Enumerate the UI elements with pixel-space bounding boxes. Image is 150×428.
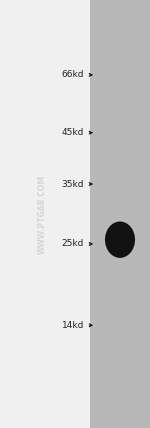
Bar bbox=[90, 0, 150, 428]
Text: 25kd: 25kd bbox=[62, 239, 84, 249]
Text: 45kd: 45kd bbox=[62, 128, 84, 137]
Text: 35kd: 35kd bbox=[61, 179, 84, 189]
Text: 14kd: 14kd bbox=[62, 321, 84, 330]
Text: WWW.PTGAB.COM: WWW.PTGAB.COM bbox=[38, 175, 46, 253]
Text: 66kd: 66kd bbox=[61, 70, 84, 80]
Ellipse shape bbox=[105, 222, 135, 258]
